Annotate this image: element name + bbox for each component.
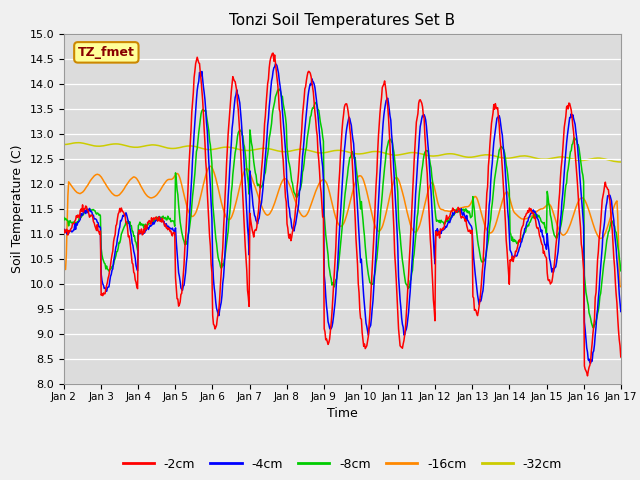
Title: Tonzi Soil Temperatures Set B: Tonzi Soil Temperatures Set B <box>229 13 456 28</box>
Legend: -2cm, -4cm, -8cm, -16cm, -32cm: -2cm, -4cm, -8cm, -16cm, -32cm <box>118 453 567 476</box>
Y-axis label: Soil Temperature (C): Soil Temperature (C) <box>11 144 24 273</box>
Text: TZ_fmet: TZ_fmet <box>78 46 135 59</box>
X-axis label: Time: Time <box>327 407 358 420</box>
